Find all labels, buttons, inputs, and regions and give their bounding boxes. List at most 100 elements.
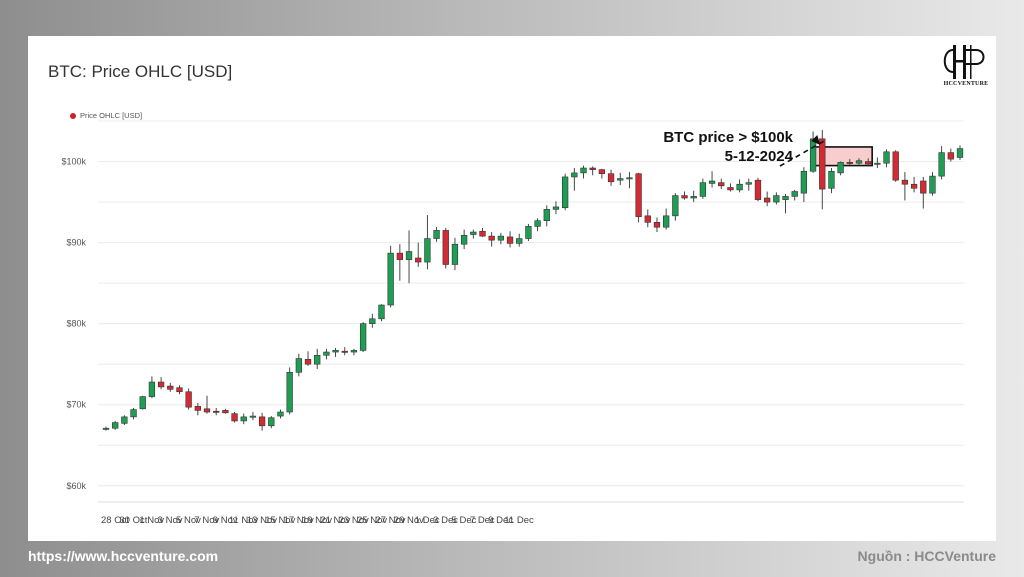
candle-body <box>883 151 890 164</box>
candle-body <box>396 252 403 260</box>
x-tick-label: 21 Nov <box>320 515 350 526</box>
candle-body <box>552 206 560 210</box>
candle-body <box>571 172 578 178</box>
candle-body <box>185 391 192 408</box>
candle-body <box>277 411 284 417</box>
candle-body <box>304 359 312 365</box>
candle-body <box>112 422 119 429</box>
x-tick-label: 3 Dec <box>433 515 458 526</box>
candle-body <box>240 416 247 422</box>
chart-legend: Price OHLC [USD] <box>70 111 142 120</box>
candle-body <box>323 351 330 356</box>
x-tick-label: 17 Nov <box>284 515 314 526</box>
candle-body <box>470 231 477 235</box>
x-tick-label: 15 Nov <box>265 515 295 526</box>
candle-body <box>488 235 495 241</box>
candle-body <box>516 238 523 244</box>
hccventure-logo: HCCVENTURE <box>940 44 992 90</box>
candle-body <box>102 427 110 430</box>
candle-body <box>359 323 367 351</box>
x-tick-label: 25 Nov <box>357 515 387 526</box>
candle-body <box>433 230 440 239</box>
candle-body <box>754 179 762 200</box>
x-tick-label: 7 Dec <box>470 515 495 526</box>
candle-body <box>800 170 808 194</box>
candle-body <box>350 350 358 353</box>
candle-body <box>736 183 743 191</box>
candle-body <box>745 182 752 185</box>
candle-body <box>764 197 771 203</box>
candle-body <box>525 226 532 239</box>
candle-body <box>773 195 780 203</box>
candle-body <box>543 209 550 222</box>
candle-body <box>139 396 146 410</box>
candle-body <box>837 162 844 174</box>
candle-body <box>213 410 220 413</box>
candle-body <box>369 318 376 324</box>
candle-body <box>157 381 165 388</box>
candle-body <box>121 416 128 424</box>
candle-body <box>231 413 238 422</box>
candle-body <box>956 148 964 158</box>
candle-body <box>506 236 514 244</box>
y-tick-label: $60k <box>66 481 86 491</box>
x-tick-label: 1 Nov <box>139 515 164 526</box>
candle-body <box>865 161 872 165</box>
x-tick-label: 19 Nov <box>302 515 332 526</box>
candle-body <box>332 350 339 353</box>
candle-body <box>846 162 853 164</box>
candle-body <box>176 387 183 393</box>
chart-card: BTC: Price OHLC [USD] HCCVENTURE Price O… <box>28 36 996 541</box>
candle-body <box>910 183 918 189</box>
x-tick-label: 30 Oct <box>119 515 147 526</box>
candle-body <box>644 215 651 223</box>
candle-body <box>194 406 201 411</box>
x-tick-label: 23 Nov <box>339 515 369 526</box>
candle-body <box>718 182 725 187</box>
candle-body <box>929 175 936 194</box>
candle-body <box>203 408 211 413</box>
candle-body <box>681 195 688 199</box>
candle-body <box>460 235 468 245</box>
candle-body <box>268 417 275 427</box>
candle-body <box>708 180 716 184</box>
x-tick-label: 3 Nov <box>158 515 183 526</box>
candle-body <box>635 173 642 217</box>
x-tick-label: 28 Oct <box>101 515 129 526</box>
candle-body <box>580 167 587 174</box>
candle-body <box>148 381 156 397</box>
candle-body <box>874 162 881 165</box>
candle-body <box>295 358 302 373</box>
candle-body <box>249 415 257 418</box>
candle-body <box>947 152 954 160</box>
y-tick-label: $100k <box>61 157 86 167</box>
y-tick-label: $70k <box>66 400 86 410</box>
candle-body <box>901 179 909 185</box>
legend-marker <box>70 112 76 119</box>
candle-body <box>672 195 679 217</box>
candle-body <box>378 304 385 320</box>
candle-body <box>727 187 734 191</box>
candle-body <box>589 167 596 170</box>
candle-body <box>130 409 137 418</box>
x-tick-label: 29 Nov <box>394 515 424 526</box>
candle-body <box>626 177 633 180</box>
y-tick-label: $80k <box>66 319 86 329</box>
footer-url[interactable]: https://www.hccventure.com <box>28 548 219 564</box>
candle-body <box>855 160 863 164</box>
x-tick-label: 1 Dec <box>415 515 440 526</box>
candle-body <box>479 230 486 237</box>
annotation-arrowhead <box>811 134 821 145</box>
candle-body <box>828 170 835 189</box>
candle-body <box>607 173 615 183</box>
candle-body <box>314 354 321 365</box>
x-tick-label: 5 Dec <box>452 515 477 526</box>
chart-title: BTC: Price OHLC [USD] <box>48 62 233 81</box>
candle-body <box>286 371 293 413</box>
candle-body <box>617 178 624 181</box>
x-tick-label: 13 Nov <box>247 515 277 526</box>
legend-label: Price OHLC [USD] <box>80 111 143 120</box>
candle-body <box>920 180 927 194</box>
candle-body <box>791 191 798 197</box>
